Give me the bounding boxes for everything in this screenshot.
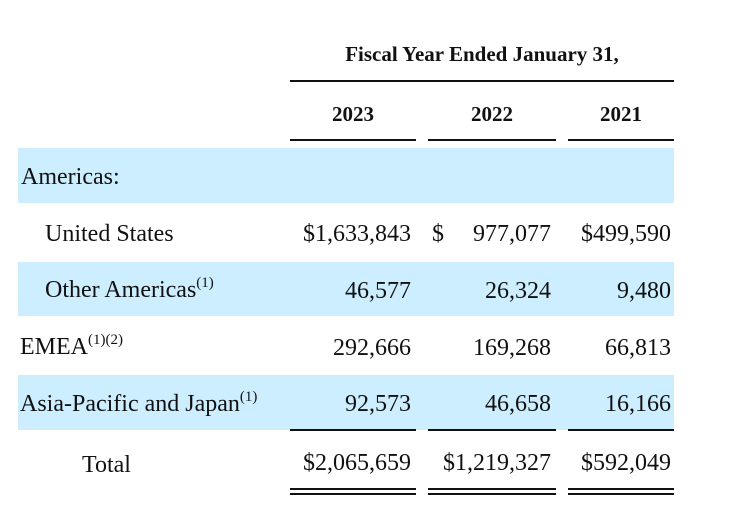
apj-text: Asia-Pacific and Japan	[20, 391, 240, 417]
row-label-other-americas: Other Americas(1)	[45, 275, 214, 305]
footnote-ref: (1)	[239, 389, 258, 405]
other-americas-2022: 26,324	[485, 278, 551, 304]
total-double-rule-2021-a	[568, 488, 674, 490]
table-header-title: Fiscal Year Ended January 31,	[345, 42, 619, 66]
year-2021-header: 2021	[600, 102, 642, 126]
footnote-ref: (1)	[196, 275, 214, 291]
subtotal-rule-2023	[290, 429, 416, 431]
total-2023: $2,065,659	[303, 450, 411, 476]
year-2022-header: 2022	[471, 102, 513, 126]
year-2023-header: 2023	[332, 102, 374, 126]
apj-2022: 46,658	[485, 391, 551, 417]
row-label-americas: Americas:	[21, 164, 120, 190]
apj-2023: 92,573	[345, 391, 411, 417]
total-2022: $1,219,327	[443, 450, 551, 476]
united-states-2022: 977,077	[473, 221, 551, 247]
band-other-americas	[18, 262, 674, 316]
year-2023-rule	[290, 139, 416, 141]
united-states-2023: $1,633,843	[303, 221, 411, 247]
total-double-rule-2022-b	[428, 493, 556, 495]
emea-2022: 169,268	[473, 335, 551, 361]
row-label-total: Total	[82, 452, 131, 478]
band-apj	[18, 375, 674, 430]
year-2021-rule	[568, 139, 674, 141]
total-double-rule-2023-b	[290, 493, 416, 495]
total-double-rule-2021-b	[568, 493, 674, 495]
apj-2021: 16,166	[605, 391, 671, 417]
total-double-rule-2022-a	[428, 488, 556, 490]
row-label-apj: Asia-Pacific and Japan(1)	[20, 389, 257, 419]
emea-2023: 292,666	[333, 335, 411, 361]
united-states-2022-dollar: $	[432, 221, 444, 247]
footnote-ref: (1)(2)	[88, 332, 123, 348]
subtotal-rule-2021	[568, 429, 674, 431]
row-label-united-states: United States	[45, 221, 174, 247]
subtotal-rule-2022	[428, 429, 556, 431]
band-americas	[18, 148, 674, 203]
year-2022-rule	[428, 139, 556, 141]
other-americas-2021: 9,480	[617, 278, 671, 304]
emea-2021: 66,813	[605, 335, 671, 361]
header-rule	[290, 80, 674, 82]
other-americas-2023: 46,577	[345, 278, 411, 304]
total-double-rule-2023-a	[290, 488, 416, 490]
emea-text: EMEA	[20, 334, 88, 360]
total-2021: $592,049	[581, 450, 671, 476]
other-americas-text: Other Americas	[45, 277, 197, 303]
united-states-2021: $499,590	[581, 221, 671, 247]
row-label-emea: EMEA(1)(2)	[20, 332, 123, 362]
